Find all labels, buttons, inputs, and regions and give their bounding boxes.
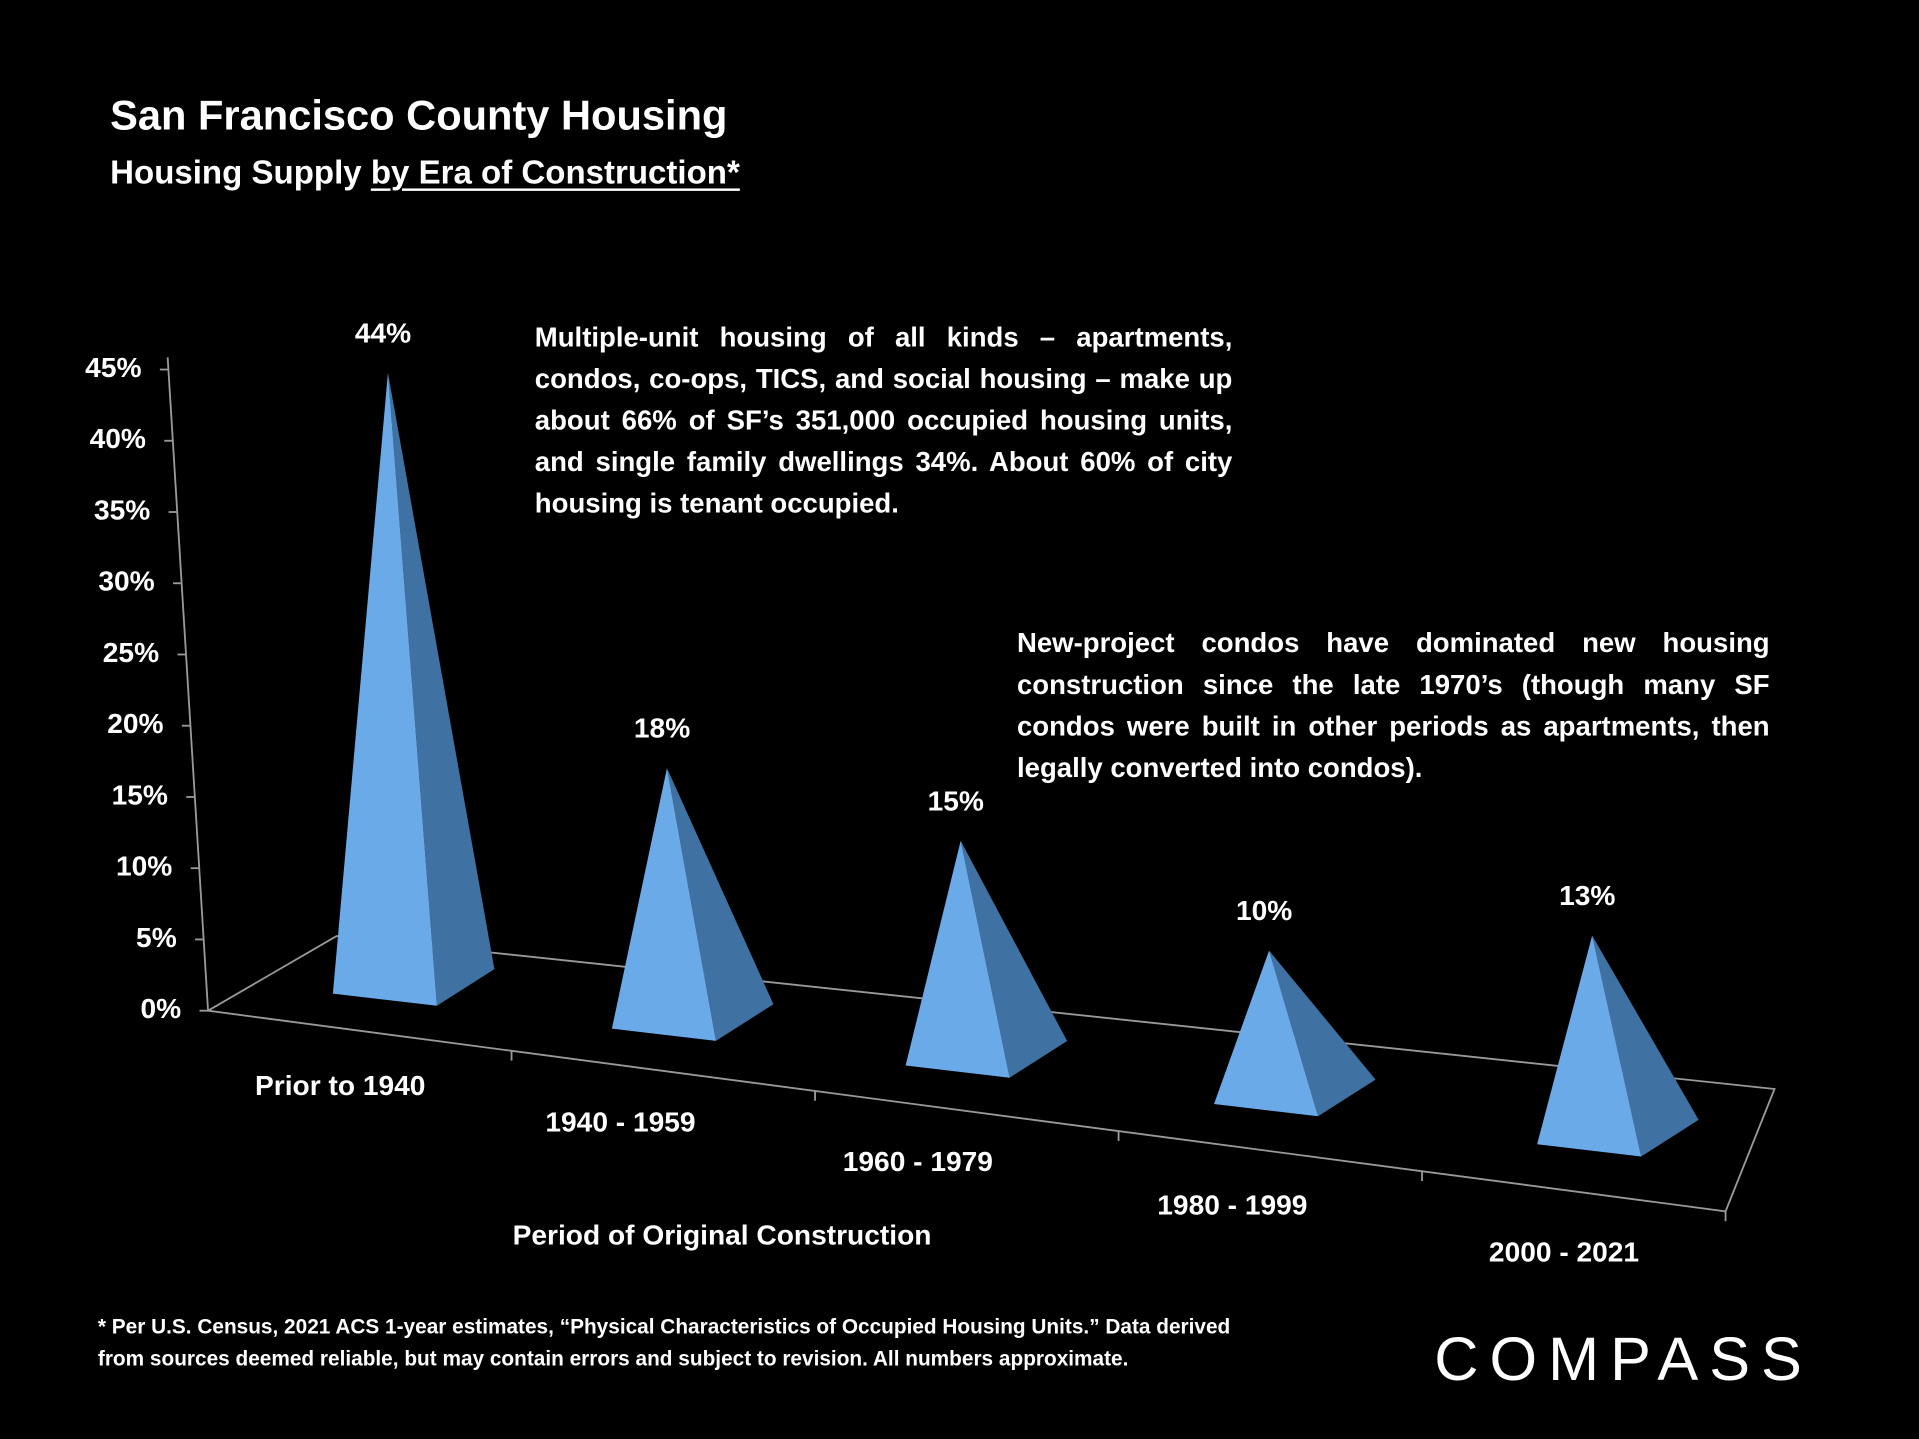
x-axis-title: Period of Original Construction — [513, 1219, 932, 1250]
y-tick-label: 20% — [107, 708, 163, 739]
pyramid — [332, 372, 437, 1006]
y-tick-label: 10% — [116, 851, 172, 882]
y-tick-label: 0% — [140, 993, 181, 1024]
x-tick-label: 1960 - 1979 — [843, 1146, 993, 1177]
subtitle: Housing Supply by Era of Construction* — [110, 154, 740, 192]
annotation: Multiple-unit housing of all kinds – apa… — [534, 321, 1233, 519]
footnote-line: * Per U.S. Census, 2021 ACS 1-year estim… — [97, 1315, 1231, 1339]
title: San Francisco County Housing — [110, 92, 728, 140]
y-tick-label: 40% — [90, 423, 146, 454]
pyramid — [905, 840, 1010, 1078]
footnote: * Per U.S. Census, 2021 ACS 1-year estim… — [98, 1312, 1230, 1376]
pyramid-side — [1269, 950, 1376, 1117]
y-tick-label: 5% — [136, 922, 177, 953]
value-label: 18% — [634, 713, 690, 744]
value-label: 44% — [355, 317, 411, 348]
y-tick-label: 35% — [94, 494, 150, 525]
value-label: 10% — [1236, 895, 1292, 926]
floor — [205, 935, 1776, 1213]
x-tick-label: Prior to 1940 — [255, 1070, 425, 1101]
value-label: 13% — [1559, 880, 1615, 911]
subtitle-underlined: by Era of Construction* — [370, 154, 740, 191]
value-label: 15% — [928, 785, 984, 816]
y-tick-label: 30% — [98, 566, 154, 597]
y-axis — [166, 357, 209, 1011]
y-tick-label: 15% — [112, 779, 168, 810]
subtitle-text: Housing Supply — [110, 154, 362, 191]
pyramid-side — [387, 372, 495, 1006]
pyramid-side — [1592, 935, 1699, 1157]
y-tick-label: 25% — [103, 637, 159, 668]
pyramid — [611, 768, 716, 1041]
y-tick-label: 45% — [85, 352, 141, 383]
x-tick-label: 1940 - 1959 — [545, 1106, 695, 1137]
pyramid-side — [960, 840, 1068, 1078]
pyramid-side — [666, 768, 774, 1041]
footnote-line: from sources deemed reliable, but may co… — [97, 1347, 1129, 1371]
x-tick-label: 2000 - 2021 — [1489, 1237, 1639, 1268]
annotation: New-project condos have dominated new ho… — [1016, 627, 1770, 784]
pyramid — [1214, 950, 1319, 1117]
pyramid — [1537, 935, 1642, 1157]
x-tick-label: 1980 - 1999 — [1157, 1190, 1307, 1221]
logo: COMPASS — [1434, 1325, 1813, 1394]
